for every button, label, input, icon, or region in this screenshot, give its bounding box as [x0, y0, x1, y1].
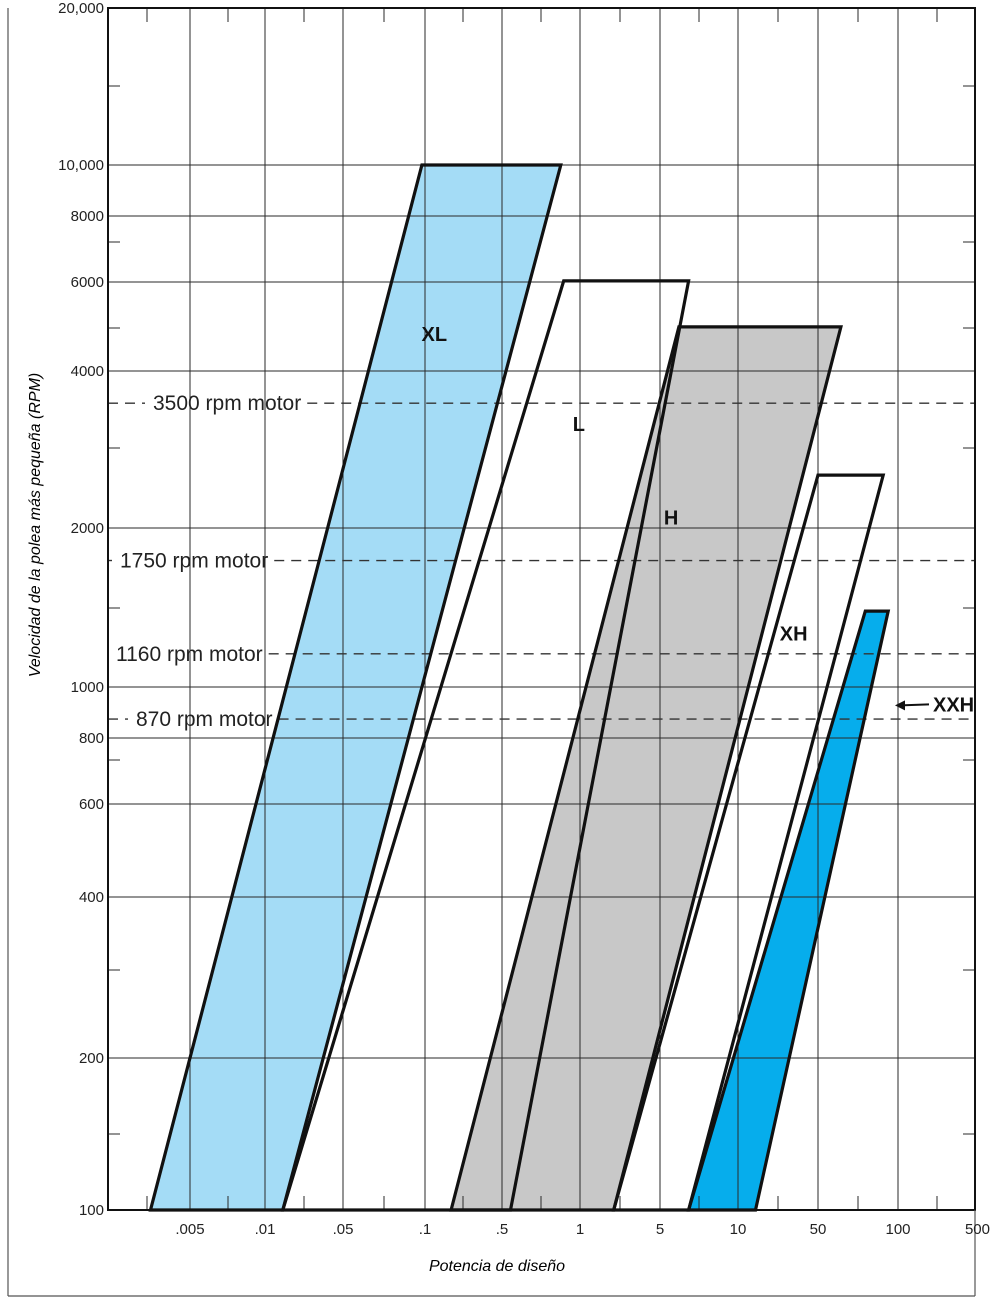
tick-labels: .005 .01 .05 .1 .5 1 5 10 50 100 500 100 200 400 600 80… — [58, 0, 990, 1238]
motor-speed-label-3500: 3500 rpm motor — [153, 392, 301, 415]
y-tick-label: 20,000 — [58, 0, 104, 17]
plot-frame-border — [107, 7, 976, 1211]
y-axis-title: Velocidad de la polea más pequeña (RPM) — [27, 373, 44, 677]
x-tick-label: 100 — [885, 1221, 910, 1238]
y-tick-label: 400 — [79, 889, 104, 906]
xxh-arrow-line — [900, 703, 930, 707]
motor-speed-label-1160: 1160 rpm motor — [116, 643, 263, 666]
y-tick-label: 6000 — [71, 274, 104, 291]
band-label-xh: XH — [780, 624, 808, 646]
plot-frame — [7, 7, 976, 1297]
x-tick-label: .1 — [419, 1221, 432, 1238]
band-label-l: L — [573, 414, 585, 436]
band-h-fill — [451, 326, 841, 1210]
band-labels: XL L H XH XXH — [422, 324, 975, 716]
band-label-xl: XL — [422, 324, 448, 346]
xxh-arrow-head — [894, 700, 905, 711]
y-tick-label: 200 — [79, 1050, 104, 1067]
motor-speed-label-1750: 1750 rpm motor — [120, 550, 268, 573]
x-tick-label: .05 — [333, 1221, 354, 1238]
x-tick-label: 50 — [810, 1221, 827, 1238]
band-label-xxh: XXH — [933, 694, 974, 716]
motor-speed-label-870: 870 rpm motor — [136, 708, 273, 731]
x-tick-label: 500 — [965, 1221, 990, 1238]
x-tick-label: .005 — [175, 1221, 204, 1238]
y-tick-label: 8000 — [71, 208, 104, 225]
x-tick-label: 1 — [576, 1221, 584, 1238]
y-tick-label: 100 — [79, 1202, 104, 1219]
y-tick-label: 2000 — [71, 520, 104, 537]
y-tick-label: 4000 — [71, 363, 104, 380]
y-tick-label: 1000 — [71, 679, 104, 696]
band-label-h: H — [664, 508, 678, 530]
x-tick-label: 10 — [730, 1221, 747, 1238]
x-axis-title: Potencia de diseño — [429, 1258, 565, 1275]
x-tick-label: 5 — [656, 1221, 664, 1238]
x-tick-label: .5 — [496, 1221, 509, 1238]
motor-speed-lines: 3500 rpm motor 1750 rpm motor 1160 rpm mot… — [108, 392, 975, 731]
y-tick-label: 800 — [79, 730, 104, 747]
y-tick-label: 10,000 — [58, 157, 104, 174]
x-tick-label: .01 — [255, 1221, 276, 1238]
y-tick-label: 600 — [79, 796, 104, 813]
